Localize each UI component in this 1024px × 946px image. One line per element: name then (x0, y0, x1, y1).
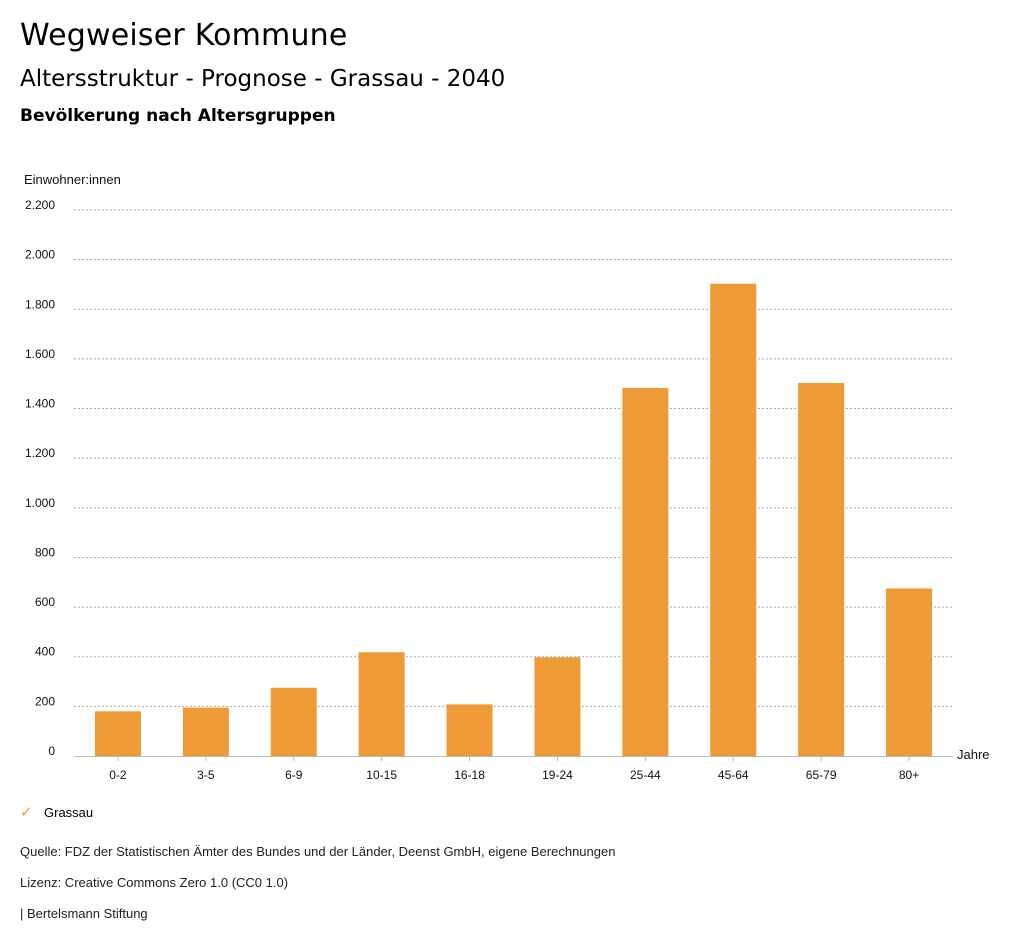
x-tick-label: 65-79 (806, 768, 837, 782)
page-title: Wegweiser Kommune (20, 18, 348, 53)
x-tick-label: 80+ (899, 768, 919, 782)
y-axis-title: Einwohner:innen (24, 172, 121, 187)
x-tick-labels: 0-2 3-5 6-9 10-15 16-18 19-24 25-44 45-64 65-79 8… (109, 756, 919, 782)
bar-10-15[interactable] (358, 652, 405, 756)
y-tick-labels: 0 200 400 600 800 1.000 1.200 1.400 1.600 1.800 2.… (25, 198, 55, 758)
legend[interactable]: ✓ Grassau (20, 803, 93, 821)
bar-3-5[interactable] (182, 707, 229, 756)
legend-label: Grassau (44, 804, 94, 820)
y-tick-label: 1.000 (25, 496, 55, 510)
publisher-note: | Bertelsmann Stiftung (20, 906, 148, 921)
y-tick-label: 1.800 (25, 297, 55, 311)
y-tick-label: 0 (48, 744, 55, 758)
x-axis-title: Jahre (957, 747, 990, 762)
y-tick-label: 2.200 (25, 198, 55, 212)
chart-title: Bevölkerung nach Altersgruppen (20, 106, 336, 126)
y-tick-label: 1.600 (25, 347, 55, 361)
x-tick-label: 45-64 (718, 768, 749, 782)
bar-65-79[interactable] (798, 382, 845, 756)
x-tick-label: 19-24 (542, 768, 573, 782)
bar-chart: Einwohner:innen 0 200 400 600 800 1.000 1.200 1… (24, 172, 990, 782)
y-tick-label: 600 (35, 595, 55, 609)
y-tick-label: 400 (35, 645, 55, 659)
y-tick-label: 800 (35, 545, 55, 559)
y-tick-label: 200 (35, 694, 55, 708)
bar-19-24[interactable] (534, 657, 581, 756)
y-tick-label: 2.000 (25, 248, 55, 262)
bar-45-64[interactable] (710, 283, 757, 756)
x-tick-label: 6-9 (285, 768, 303, 782)
bar-25-44[interactable] (622, 387, 669, 756)
bar-80+[interactable] (886, 588, 933, 756)
bar-0-2[interactable] (94, 711, 141, 756)
y-tick-label: 1.200 (25, 446, 55, 460)
page-subtitle: Altersstruktur - Prognose - Grassau - 20… (20, 66, 506, 92)
check-icon: ✓ (20, 803, 33, 821)
y-tick-label: 1.400 (25, 397, 55, 411)
x-tick-label: 10-15 (366, 768, 397, 782)
license-note: Lizenz: Creative Commons Zero 1.0 (CC0 1… (20, 875, 289, 890)
source-note: Quelle: FDZ der Statistischen Ämter des … (20, 844, 616, 859)
bar-16-18[interactable] (446, 704, 493, 756)
bars (94, 283, 933, 756)
bar-6-9[interactable] (270, 687, 317, 756)
x-tick-label: 16-18 (454, 768, 485, 782)
x-tick-label: 0-2 (109, 768, 127, 782)
x-tick-label: 3-5 (197, 768, 215, 782)
x-tick-label: 25-44 (630, 768, 661, 782)
